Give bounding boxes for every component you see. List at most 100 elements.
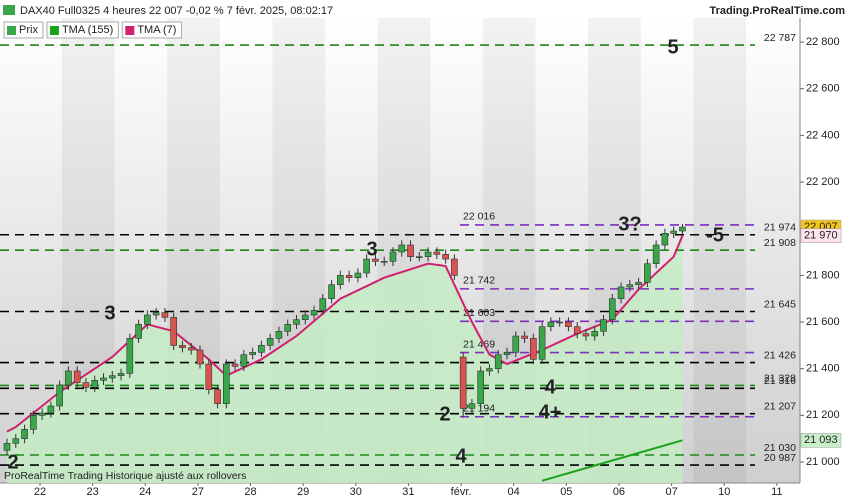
- candle-body: [275, 331, 283, 339]
- candle-body: [223, 363, 230, 404]
- x-tick-label: 06: [613, 486, 625, 498]
- candle-body: [161, 312, 169, 318]
- legend-label: TMA (7): [137, 24, 176, 36]
- candle-body: [117, 373, 125, 376]
- wave-label: 2: [439, 403, 450, 425]
- price-tag-label: 21 093: [804, 434, 838, 446]
- wave-label: 4+: [539, 401, 562, 423]
- candle-body: [328, 284, 335, 299]
- candle-body: [644, 263, 651, 283]
- candle-body: [126, 338, 134, 374]
- candle-body: [635, 282, 642, 285]
- candle-body: [284, 324, 292, 332]
- candle-body: [12, 438, 20, 444]
- candle-body: [144, 314, 151, 325]
- candle-body: [372, 258, 379, 262]
- candle-body: [679, 226, 686, 232]
- candle-body: [389, 251, 397, 262]
- legend-swatch: [49, 26, 59, 35]
- price-tag-label: 21 970: [804, 230, 838, 242]
- candle-body: [354, 272, 362, 278]
- candle-body: [214, 389, 221, 404]
- level-label: 21 194: [463, 403, 495, 415]
- candle-body: [363, 258, 370, 274]
- price-tag: [800, 433, 842, 448]
- candle-body: [38, 412, 46, 416]
- level-label: 21 469: [463, 338, 495, 350]
- x-tick-label: 11: [771, 486, 782, 498]
- candle-body: [486, 368, 493, 372]
- candle-body: [108, 375, 116, 379]
- candle-body: [608, 298, 616, 320]
- y-tick-label: 22 800: [806, 36, 840, 48]
- candle-body: [477, 370, 485, 404]
- candle-body: [459, 356, 467, 409]
- level-label: 21 328: [764, 372, 796, 384]
- candle-body: [100, 377, 107, 381]
- legend-box: [46, 21, 119, 39]
- candle-body: [600, 319, 607, 332]
- x-tick-label: 05: [560, 486, 572, 498]
- header-source: Trading.ProRealTime.com: [709, 5, 845, 17]
- candle-body: [196, 349, 204, 365]
- legend-swatch: [125, 26, 135, 35]
- x-tick-label: 31: [402, 486, 414, 498]
- series-area: [7, 235, 683, 483]
- candle-body: [380, 261, 388, 263]
- candle-body: [91, 380, 99, 388]
- logo-icon: [3, 5, 15, 15]
- y-tick-label: 21 400: [806, 363, 840, 375]
- wave-label: 5: [667, 36, 678, 58]
- footer: ProRealTime Trading Historique ajusté au…: [4, 470, 246, 482]
- candle-body: [521, 335, 528, 339]
- level-label: 22 787: [764, 32, 796, 44]
- candle-body: [626, 284, 634, 288]
- wave-label: -5: [706, 224, 724, 246]
- legend-box: [121, 21, 182, 39]
- candle-body: [415, 256, 423, 258]
- wave-label: 3: [104, 302, 115, 324]
- candle-body: [231, 363, 239, 367]
- candle-body: [337, 275, 344, 285]
- level-label: 21 645: [764, 298, 796, 310]
- candle-body: [82, 382, 90, 388]
- header-title: DAX40 Full0325 4 heures 22 007 -0,02 % 7…: [20, 5, 333, 17]
- candle-body: [591, 331, 599, 337]
- candle-body: [170, 317, 177, 346]
- legend-label: Prix: [19, 24, 38, 36]
- price-tag: [800, 228, 842, 243]
- candle-body: [73, 370, 81, 383]
- y-tick-label: 22 200: [806, 176, 840, 188]
- candle-body: [293, 319, 300, 325]
- candle-body: [670, 230, 677, 234]
- y-tick-label: 21 200: [806, 409, 840, 421]
- candle-body: [266, 338, 274, 346]
- candle-body: [556, 321, 563, 324]
- candle-body: [424, 251, 432, 257]
- candle-body: [187, 347, 195, 351]
- level-label: 22 016: [463, 211, 495, 223]
- candle-body: [652, 244, 660, 264]
- candle-body: [538, 326, 546, 360]
- y-tick-label: 22 400: [806, 129, 840, 141]
- series-line: [541, 439, 683, 482]
- level-label: 21 316: [764, 375, 796, 387]
- wave-label: 4: [544, 376, 556, 398]
- candle-body: [240, 354, 248, 367]
- candle-body: [565, 321, 572, 327]
- legend-swatch: [7, 26, 16, 35]
- level-label: 21 603: [463, 307, 495, 319]
- level-label: 21 974: [764, 222, 796, 234]
- candle-body: [319, 298, 327, 311]
- y-tick-label: 21 000: [806, 456, 840, 468]
- x-tick-label: 27: [192, 486, 204, 498]
- candle-body: [345, 275, 353, 278]
- candle-body: [442, 254, 449, 260]
- y-tick-label: 21 600: [806, 316, 840, 328]
- candle-body: [503, 352, 511, 355]
- candle-body: [3, 443, 11, 451]
- x-tick-label: 28: [244, 486, 256, 498]
- candle-body: [179, 345, 186, 348]
- wave-label: 4: [455, 445, 467, 467]
